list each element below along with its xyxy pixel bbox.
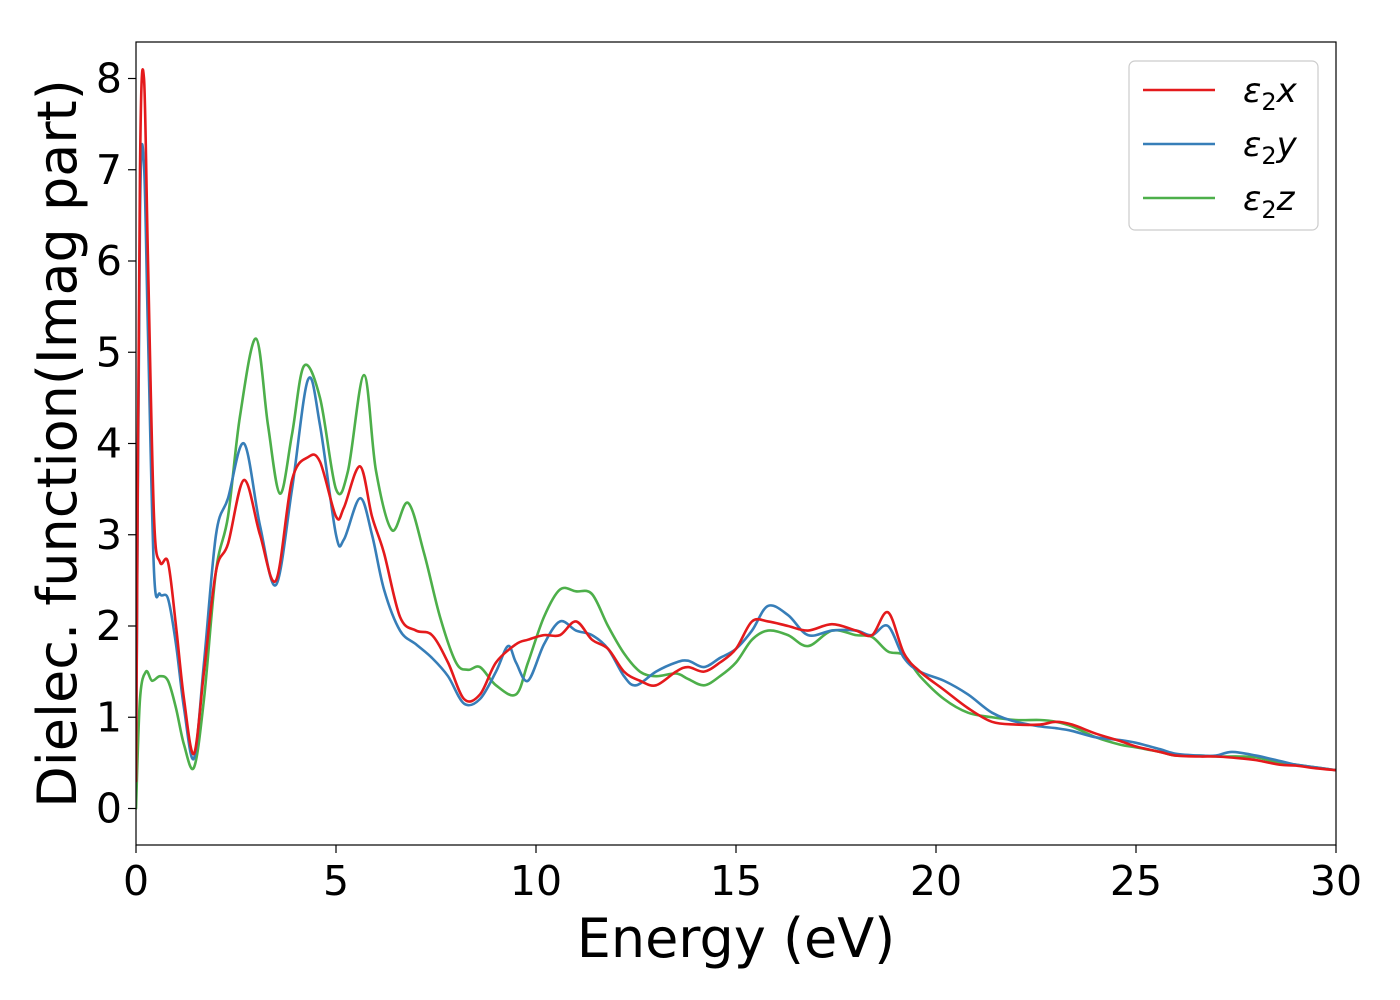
- y-axis-title: Dielec. function(Imag part): [26, 79, 89, 808]
- y-tick-label: 2: [96, 602, 122, 650]
- y-tick-label: 5: [96, 328, 122, 376]
- y-tick-label: 8: [96, 55, 122, 103]
- legend-label-x: ε2x: [1243, 71, 1298, 116]
- y-tick-label: 1: [96, 693, 122, 741]
- x-axis-title: Energy (eV): [577, 907, 896, 970]
- x-tick-label: 25: [1110, 857, 1162, 905]
- plot-lines: [136, 68, 1336, 810]
- y-tick-label: 4: [96, 420, 122, 468]
- x-tick-label: 5: [323, 857, 349, 905]
- y-tick-label: 6: [96, 237, 122, 285]
- y-axis-ticks: 0 1 2 3 4 5 6 7 8: [96, 55, 136, 833]
- legend-label-y: ε2y: [1243, 125, 1298, 170]
- legend-box: [1128, 60, 1319, 231]
- legend-label-z: ε2z: [1243, 179, 1296, 224]
- x-tick-label: 30: [1310, 857, 1362, 905]
- series-line-y: [136, 142, 1336, 783]
- y-tick-label: 7: [96, 146, 122, 194]
- series-line-z: [136, 337, 1336, 810]
- y-tick-label: 0: [96, 785, 122, 833]
- x-tick-label: 0: [123, 857, 149, 905]
- x-tick-label: 20: [910, 857, 962, 905]
- x-tick-label: 15: [710, 857, 762, 905]
- legend: ε2x ε2y ε2z: [1128, 60, 1319, 231]
- x-axis-ticks: 0 5 10 15 20 25 30: [123, 845, 1362, 905]
- y-tick-label: 3: [96, 511, 122, 559]
- x-tick-label: 10: [510, 857, 562, 905]
- series-line-x: [136, 68, 1336, 783]
